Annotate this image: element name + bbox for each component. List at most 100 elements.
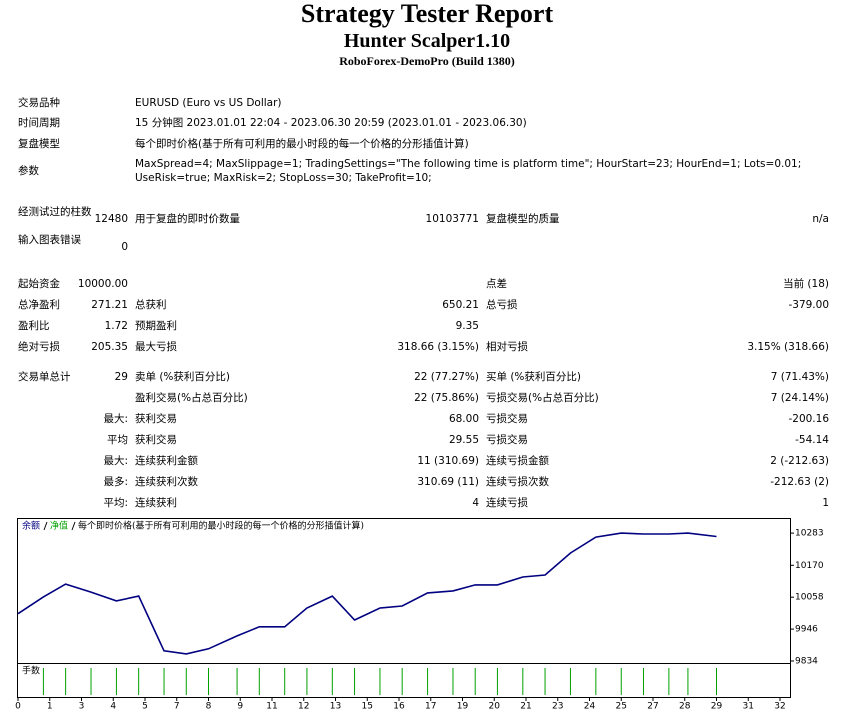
stat-value: 271.21 — [91, 299, 128, 311]
balance-line — [17, 532, 717, 655]
stat-value: -379.00 — [788, 299, 829, 311]
x-tick-label: 25 — [616, 702, 627, 712]
x-tick-label: 27 — [647, 702, 658, 712]
x-tick-label: 29 — [711, 702, 723, 712]
x-tick-label: 21 — [520, 702, 531, 712]
stat-value: 4 — [472, 497, 479, 509]
legend-equity: 净值 — [50, 520, 68, 532]
y-tick-label: 10058 — [795, 593, 824, 603]
stat-label: 连续亏损 — [486, 497, 528, 509]
stat-value: 3.15% (318.66) — [747, 341, 829, 353]
stat-label: 获利交易 — [135, 413, 177, 425]
subtitle: Hunter Scalper1.10 — [343, 30, 511, 52]
x-tick-label: 28 — [679, 702, 691, 712]
x-tick-label: 15 — [362, 702, 373, 712]
stat-value: 平均: — [103, 497, 128, 509]
y-tick-label: 9946 — [795, 625, 818, 635]
x-tick-label: 11 — [266, 702, 277, 712]
x-tick-label: 31 — [743, 702, 754, 712]
stat-value: 11 (310.69) — [417, 455, 479, 467]
stat-label: 卖单 (%获利百分比) — [135, 371, 231, 383]
stat-label: 连续获利金额 — [135, 455, 198, 467]
stat-value: 当前 (18) — [783, 278, 829, 290]
title: Strategy Tester Report — [300, 0, 554, 28]
stat-value: 0 — [121, 241, 128, 253]
info-label: 交易品种 — [18, 97, 60, 109]
stat-value: 7 (24.14%) — [770, 392, 829, 404]
stat-label: 总净盈利 — [18, 299, 60, 311]
stat-label: 相对亏损 — [486, 341, 528, 353]
stat-value: 318.66 (3.15%) — [397, 341, 479, 353]
stat-value: -212.63 (2) — [770, 476, 829, 488]
stat-value: 最大: — [103, 413, 128, 425]
y-tick-label: 10170 — [795, 561, 824, 571]
info-value: 15 分钟图 2023.01.01 22:04 - 2023.06.30 20:… — [135, 117, 527, 129]
x-tick-label: 12 — [298, 702, 309, 712]
stat-value: 9.35 — [455, 320, 479, 332]
x-tick-label: 7 — [174, 702, 180, 712]
stat-label: 交易单总计 — [18, 371, 71, 383]
stat-label: 点差 — [486, 278, 507, 290]
x-tick-label: 8 — [206, 702, 212, 712]
stat-value: 1 — [822, 497, 829, 509]
x-tick-label: 13 — [330, 702, 341, 712]
stat-value: 2 (-212.63) — [770, 455, 829, 467]
plot-frame — [17, 518, 791, 664]
x-tick-label: 19 — [457, 702, 469, 712]
stat-label: 连续获利 — [135, 497, 177, 509]
stat-value: 29.55 — [448, 434, 479, 446]
stat-value: n/a — [812, 213, 829, 225]
stat-label: 起始资金 — [18, 278, 60, 290]
x-tick-label: 1 — [47, 702, 53, 712]
volume-frame — [17, 663, 791, 698]
y-tick-label: 10283 — [795, 529, 824, 539]
stat-value: 22 (75.86%) — [414, 392, 479, 404]
volume-label: 手数 — [22, 665, 40, 677]
stat-label: 预期盈利 — [135, 320, 177, 332]
stat-label: 用于复盘的即时价数量 — [135, 213, 240, 225]
stat-value: 平均 — [107, 434, 128, 446]
stat-label: 盈利交易(%占总百分比) — [135, 392, 248, 404]
info-label: 复盘模型 — [18, 138, 60, 150]
x-tick-label: 16 — [393, 702, 405, 712]
stat-value: -200.16 — [788, 413, 829, 425]
stat-label: 复盘模型的质量 — [486, 213, 560, 225]
stat-label: 亏损交易 — [486, 413, 528, 425]
stat-value: 最大: — [103, 455, 128, 467]
x-tick-label: 17 — [425, 702, 436, 712]
info-value: 每个即时价格(基于所有可利用的最小时段的每一个价格的分形插值计算) — [135, 138, 469, 150]
stat-label: 盈利比 — [18, 320, 50, 332]
stat-value: 10000.00 — [77, 278, 128, 290]
stat-value: 310.69 (11) — [417, 476, 479, 488]
stat-label: 亏损交易 — [486, 434, 528, 446]
y-tick-label: 9834 — [795, 657, 818, 667]
stat-value: 650.21 — [442, 299, 479, 311]
stat-label: 买单 (%获利百分比) — [486, 371, 582, 383]
info-label: 时间周期 — [18, 117, 60, 129]
x-tick-label: 3 — [79, 702, 85, 712]
stat-label: 总亏损 — [486, 299, 518, 311]
x-tick-label: 0 — [15, 702, 21, 712]
stat-label: 连续获利次数 — [135, 476, 198, 488]
stat-label: 连续亏损金额 — [486, 455, 549, 467]
x-tick-label: 5 — [142, 702, 148, 712]
stat-value: 68.00 — [448, 413, 479, 425]
x-tick-label: 9 — [237, 702, 243, 712]
stat-label: 连续亏损次数 — [486, 476, 549, 488]
stat-value: 7 (71.43%) — [770, 371, 829, 383]
stat-label: 输入图表错误 — [18, 234, 81, 246]
legend-separator — [71, 521, 76, 531]
stat-label: 获利交易 — [135, 434, 177, 446]
x-tick-label: 24 — [584, 702, 596, 712]
stat-label: 绝对亏损 — [18, 341, 60, 353]
stat-value: 29 — [114, 371, 128, 383]
stat-value: 1.72 — [104, 320, 128, 332]
stat-value: -54.14 — [795, 434, 829, 446]
stat-value: 205.35 — [91, 341, 128, 353]
build: RoboForex-DemoPro (Build 1380) — [339, 54, 515, 68]
stat-label: 最大亏损 — [135, 341, 177, 353]
legend-model: 每个即时价格(基于所有可利用的最小时段的每一个价格的分形插值计算) — [78, 520, 364, 532]
x-tick-label: 4 — [110, 702, 116, 712]
